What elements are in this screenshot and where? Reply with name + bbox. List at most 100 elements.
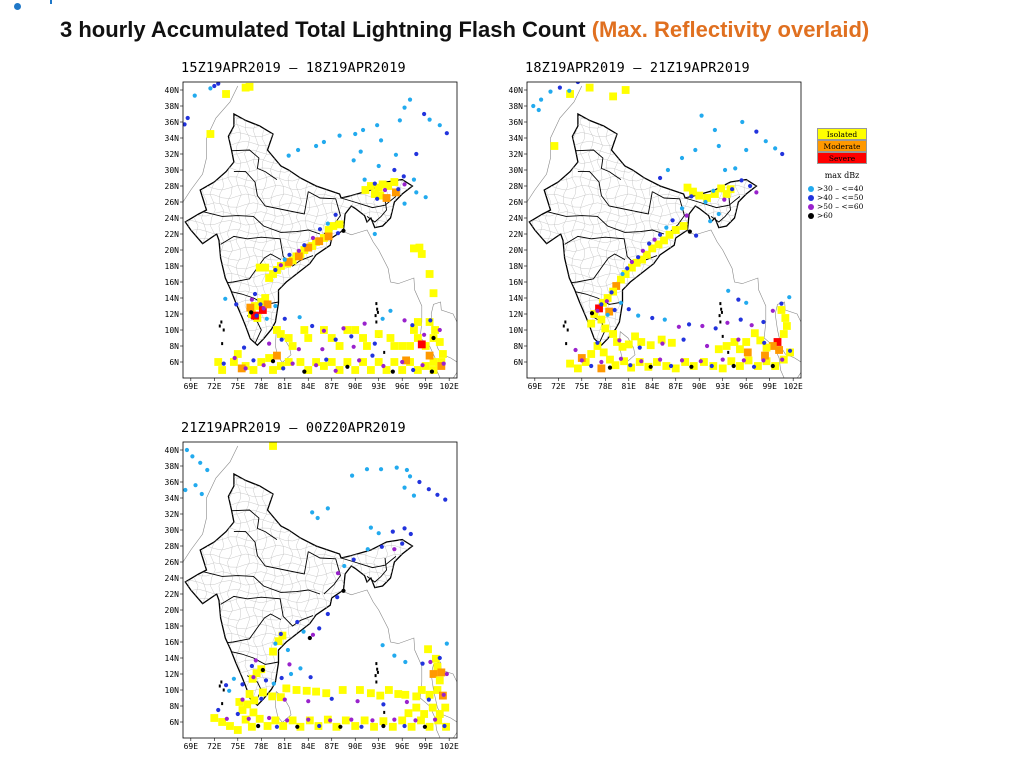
reflectivity-point xyxy=(437,123,442,128)
lightning-cell xyxy=(597,364,606,373)
reflectivity-point xyxy=(770,308,775,313)
reflectivity-point xyxy=(267,715,272,721)
lightning-cell xyxy=(613,338,621,346)
lightning-cell xyxy=(359,334,367,342)
island xyxy=(720,307,723,311)
lightning-cell xyxy=(245,690,254,698)
reflectivity-point xyxy=(390,529,395,534)
reflectivity-point xyxy=(392,653,397,658)
lightning-cell xyxy=(324,232,333,241)
lat-label: 34N xyxy=(165,134,180,143)
reflectivity-point xyxy=(411,177,417,182)
reflectivity-point xyxy=(665,167,671,173)
lightning-cell xyxy=(577,354,586,362)
lightning-cell xyxy=(361,186,370,194)
reflectivity-point xyxy=(273,641,278,646)
reflectivity-point xyxy=(787,348,793,353)
reflectivity-point xyxy=(400,541,405,546)
reflectivity-point xyxy=(380,316,385,321)
reflectivity-point xyxy=(689,364,694,369)
island xyxy=(222,328,225,332)
reflectivity-point xyxy=(402,318,407,323)
island xyxy=(564,320,567,324)
lat-label: 12N xyxy=(165,670,180,679)
reflectivity-point xyxy=(709,363,714,369)
lightning-cell xyxy=(329,222,338,230)
lightning-cell xyxy=(420,710,429,718)
island xyxy=(721,334,724,338)
reflectivity-point xyxy=(687,229,692,234)
lightning-cell xyxy=(327,334,336,342)
lightning-cell xyxy=(392,188,400,197)
lightning-cell xyxy=(261,294,270,302)
lightning-cell xyxy=(671,364,680,373)
reflectivity-point xyxy=(738,317,743,322)
island xyxy=(376,307,379,311)
lightning-cell xyxy=(282,684,291,693)
reflectivity-point xyxy=(599,359,604,365)
lightning-cell xyxy=(671,226,680,234)
lon-label: 81E xyxy=(278,742,293,751)
reflectivity-point xyxy=(243,366,248,371)
lat-label: 10N xyxy=(165,326,180,335)
island xyxy=(221,342,224,346)
lightning-cell xyxy=(398,342,407,350)
lightning-cell xyxy=(210,714,219,722)
lon-label: 96E xyxy=(395,382,410,391)
panel-1-title: 15Z19APR2019 – 18Z19APR2019 xyxy=(181,60,406,76)
island xyxy=(218,684,221,688)
lat-label: 14N xyxy=(165,294,180,303)
reflectivity-point xyxy=(221,361,226,366)
reflectivity-point xyxy=(625,266,630,271)
reflectivity-point xyxy=(422,332,427,337)
reflectivity-point xyxy=(325,506,330,511)
lightning-cell xyxy=(323,715,332,724)
reflectivity-point xyxy=(693,147,698,153)
lightning-cell xyxy=(379,717,388,726)
panel-1-map: 40N 38N 36N 34N 32N 30N 28N 26N 24N 22N 20N 18N 16N 1… xyxy=(165,81,459,391)
reflectivity-point xyxy=(282,316,287,321)
lightning-cell xyxy=(593,342,602,350)
lat-label: 16N xyxy=(509,278,524,287)
reflectivity-point xyxy=(192,93,197,98)
reflectivity-point xyxy=(252,291,258,297)
lightning-cell xyxy=(382,366,391,374)
reflectivity-point xyxy=(684,213,689,218)
lat-label: 24N xyxy=(509,214,524,223)
lon-label: 87E xyxy=(669,382,684,391)
lightning-cell xyxy=(587,350,596,358)
lon-label: 96E xyxy=(395,742,410,751)
lightning-cell xyxy=(268,692,277,701)
reflectivity-point xyxy=(282,257,287,262)
reflectivity-point xyxy=(392,167,397,173)
lightning-cell xyxy=(335,366,344,374)
lightning-cell xyxy=(388,722,397,731)
lightning-cell xyxy=(269,442,277,450)
lightning-cell xyxy=(660,236,668,245)
map-frame xyxy=(182,441,458,739)
reflectivity-point xyxy=(716,211,721,217)
reflectivity-point xyxy=(183,122,187,127)
lightning-cell xyxy=(642,250,651,259)
lon-label: 75E xyxy=(231,742,246,751)
reflectivity-point xyxy=(420,661,425,666)
reflectivity-point xyxy=(358,149,363,154)
island xyxy=(374,674,377,678)
lightning-cell xyxy=(273,351,281,360)
reflectivity-point xyxy=(749,323,754,328)
reflectivity-point xyxy=(360,127,366,133)
reflectivity-point xyxy=(273,303,278,309)
lightning-cell xyxy=(627,363,636,372)
lightning-cell xyxy=(441,703,450,712)
lon-label: 78E xyxy=(254,382,269,391)
reflectivity-point xyxy=(639,359,644,364)
lat-label: 30N xyxy=(165,526,180,535)
reflectivity-point xyxy=(251,358,256,363)
legend-moderate: Moderate xyxy=(817,140,867,152)
reflectivity-point xyxy=(285,647,291,653)
lon-label: 81E xyxy=(278,382,293,391)
lightning-cell xyxy=(255,714,264,723)
reflectivity-point xyxy=(444,671,449,677)
lat-label: 40N xyxy=(165,86,180,95)
lon-label: 84E xyxy=(645,382,660,391)
